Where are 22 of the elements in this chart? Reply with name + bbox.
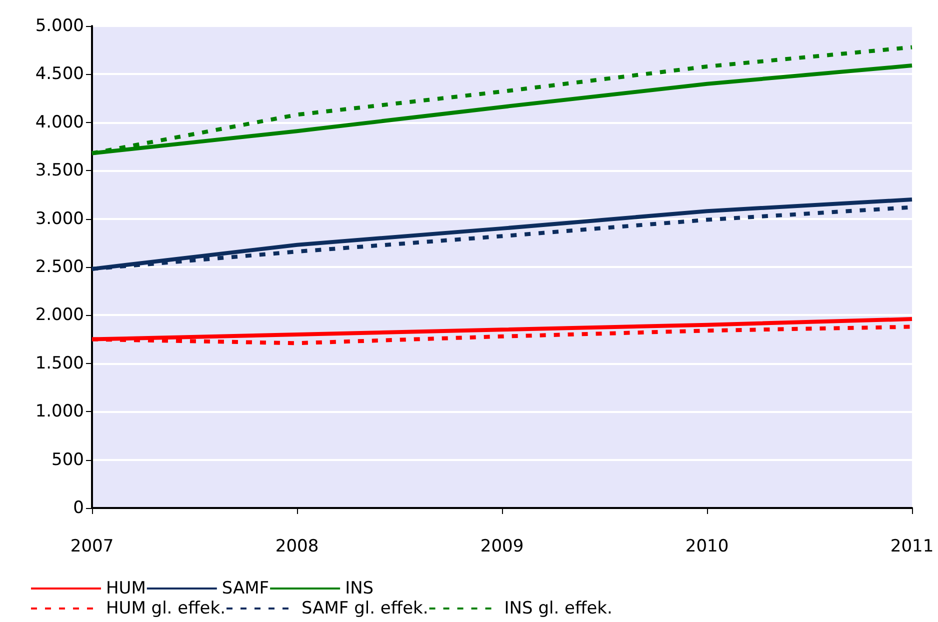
x-tick-label: 2009 [480, 536, 524, 556]
y-tick-label: 3.000 [35, 208, 84, 229]
y-tick-label: 1.500 [35, 353, 84, 374]
legend-label: SAMF gl. effek. [302, 598, 428, 618]
legend-label: HUM gl. effek. [106, 598, 226, 618]
x-tick-label: 2011 [890, 536, 934, 556]
legend-label: HUM [106, 578, 146, 598]
y-tick-label: 1.000 [35, 402, 84, 422]
y-tick-label: 500 [52, 450, 84, 470]
legend-label: SAMF [222, 578, 270, 598]
y-tick-label: 0 [73, 498, 84, 518]
legend-label: INS [345, 578, 374, 598]
y-tick-label: 4.500 [35, 64, 84, 84]
y-tick-label: 2.000 [35, 305, 84, 326]
x-tick-label: 2007 [70, 536, 114, 556]
y-tick-label: 5.000 [35, 16, 84, 36]
y-tick-label: 4.000 [35, 112, 84, 132]
y-tick-label: 2.500 [35, 257, 84, 277]
legend-label: INS gl. effek. [504, 598, 612, 618]
y-tick-label: 3.500 [35, 160, 84, 181]
x-tick-label: 2010 [685, 536, 729, 556]
x-tick-label: 2008 [275, 536, 319, 556]
